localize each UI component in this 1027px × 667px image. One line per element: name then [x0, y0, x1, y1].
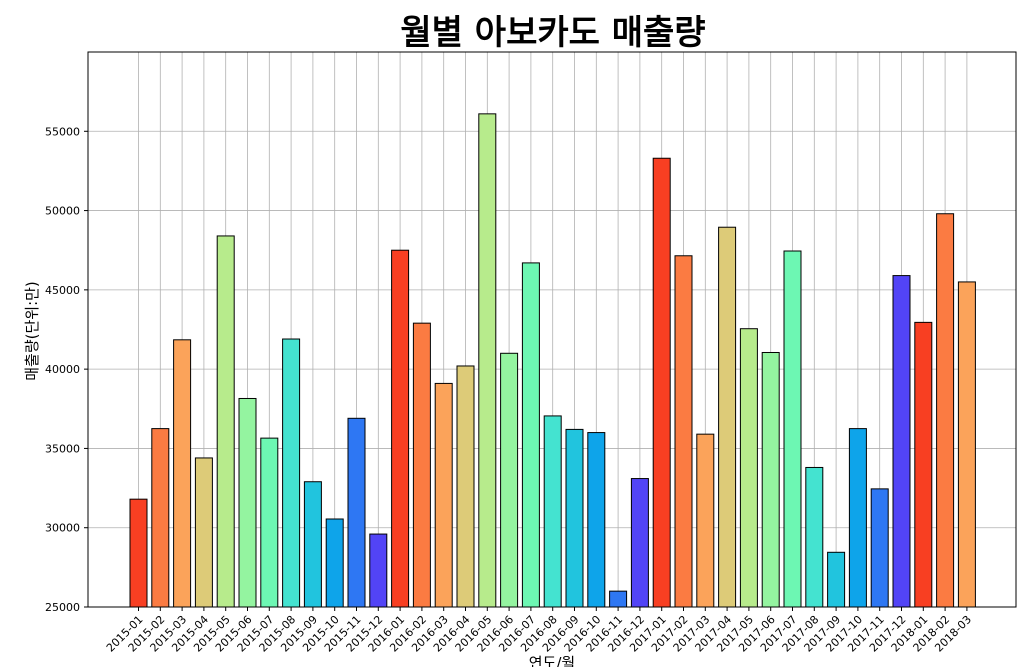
bar-2015-11: [347, 417, 366, 608]
bar-2016-11: [609, 590, 628, 608]
bar-2015-07: [260, 437, 279, 608]
bar-2015-02: [151, 428, 170, 608]
bar-2016-10: [587, 432, 606, 608]
bar-2017-05: [739, 328, 758, 608]
chart-title: 월별 아보카도 매출량: [400, 13, 705, 53]
bar-2016-02: [412, 322, 431, 608]
bar-2016-03: [434, 382, 453, 608]
bar-2016-01: [391, 249, 410, 608]
bar-2015-01: [129, 498, 148, 608]
y-tick-label: 25000: [45, 601, 80, 614]
y-tick-label: 55000: [45, 125, 80, 138]
bar-2015-08: [282, 338, 301, 608]
bar-2016-07: [521, 262, 540, 608]
bar-2017-07: [783, 250, 802, 608]
bar-2017-03: [696, 433, 715, 608]
bar-2015-12: [369, 533, 388, 608]
y-tick-label: 45000: [45, 284, 80, 297]
bar-2015-09: [303, 481, 322, 608]
bar-2017-12: [892, 275, 911, 608]
bar-2017-11: [870, 488, 889, 608]
x-axis-label: 연도/월: [529, 654, 575, 667]
bar-2017-02: [674, 255, 693, 608]
bar-2017-10: [848, 428, 867, 608]
bar-2016-12: [630, 478, 649, 608]
bar-2016-08: [543, 415, 562, 608]
bar-2016-06: [500, 352, 519, 608]
y-tick-label: 40000: [45, 363, 80, 376]
bar-2018-01: [914, 321, 933, 608]
bar-2015-03: [173, 339, 192, 608]
bar-2017-08: [805, 466, 824, 608]
y-axis-ticks: 25000 30000 35000 40000 45000 50000 55000: [45, 125, 88, 614]
bar-2018-03: [957, 281, 976, 608]
y-axis-label: 매출량(단위:만): [23, 281, 41, 381]
y-tick-label: 30000: [45, 522, 80, 535]
y-tick-label: 35000: [45, 442, 80, 455]
bar-2015-05: [216, 235, 235, 608]
bar-2015-10: [325, 518, 344, 608]
bar-2017-01: [652, 157, 671, 608]
bar-2017-09: [827, 551, 846, 608]
x-axis-ticks: 2015-012015-022015-032015-042015-052015-…: [104, 607, 974, 655]
bar-2017-04: [718, 226, 737, 608]
bar-2017-06: [761, 351, 780, 608]
bar-2016-05: [478, 113, 497, 608]
bar-2016-09: [565, 428, 584, 608]
bar-2015-04: [194, 457, 213, 608]
y-tick-label: 50000: [45, 205, 80, 218]
bar-2016-04: [456, 365, 475, 608]
bar-2015-06: [238, 397, 257, 608]
plot-frame: [87, 51, 1017, 608]
bar-2018-02: [936, 213, 955, 608]
bars: [129, 113, 976, 608]
